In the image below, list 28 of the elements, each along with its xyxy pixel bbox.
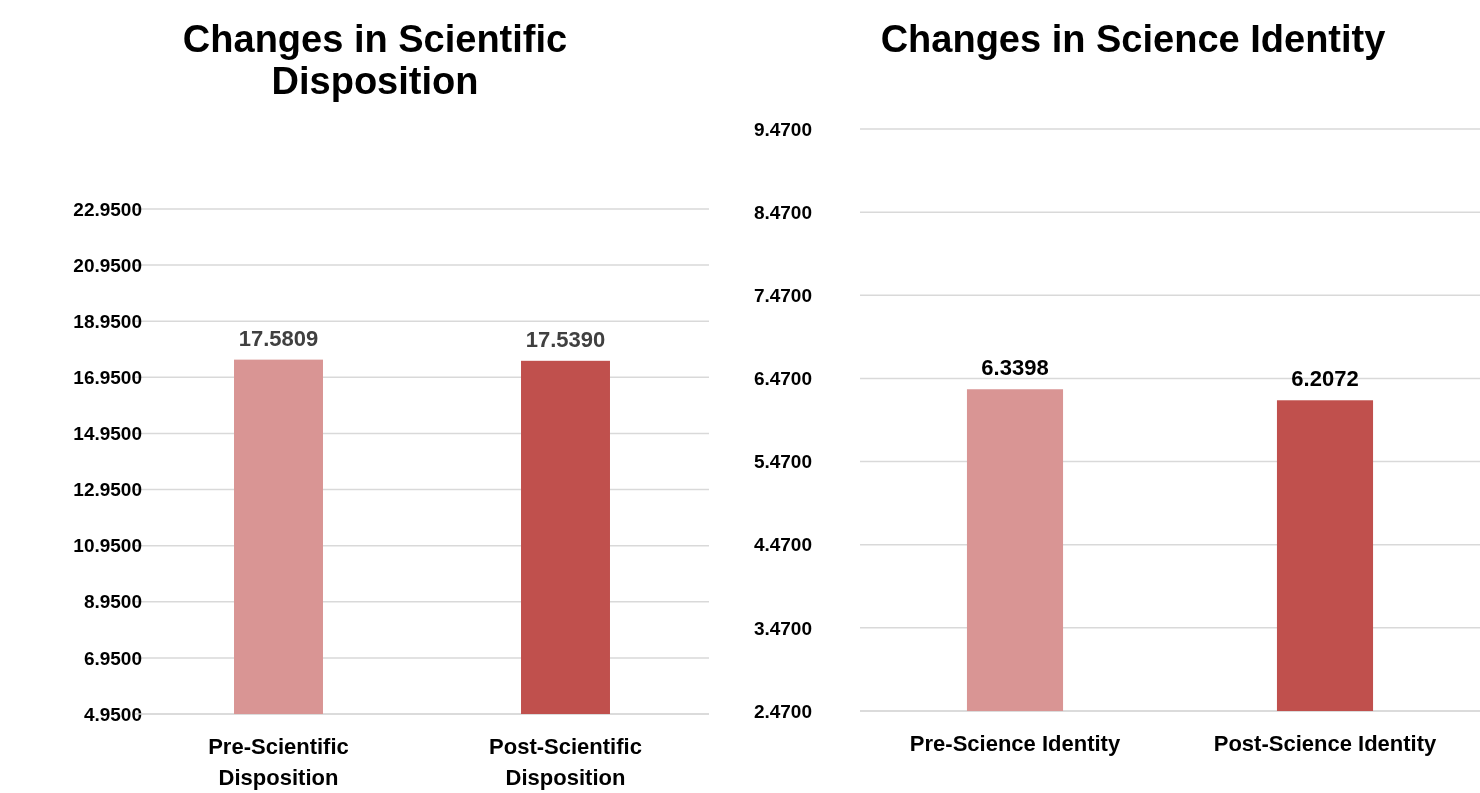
x-tick-label: Pre-Science Identity <box>909 731 1121 756</box>
chart-title: Changes in Scientific Disposition <box>182 18 568 102</box>
data-label: 17.5390 <box>525 326 606 352</box>
y-tick-label: 8.4700 <box>753 201 812 223</box>
y-tick-label: 6.4700 <box>753 368 812 390</box>
data-label: 6.2072 <box>1291 366 1359 392</box>
y-tick-label: 5.4700 <box>753 451 812 473</box>
y-tick-label: 7.4700 <box>753 284 812 306</box>
data-label: 6.3398 <box>981 355 1049 381</box>
chart-title: Changes in Science Identity <box>880 18 1386 60</box>
y-tick-label: 12.9500 <box>73 479 142 501</box>
y-tick-label: 18.9500 <box>73 310 142 332</box>
y-tick-label: 20.9500 <box>73 254 142 276</box>
y-tick-label: 10.9500 <box>73 535 142 557</box>
y-tick-label: 16.9500 <box>73 366 142 388</box>
x-tick-label: Post-Scientific Disposition <box>489 734 642 790</box>
y-tick-label: 4.9500 <box>83 703 142 725</box>
y-tick-label: 14.9500 <box>73 423 142 445</box>
y-tick-label: 9.4700 <box>753 118 812 140</box>
y-tick-label: 3.4700 <box>753 617 812 639</box>
y-tick-label: 2.4700 <box>753 700 812 722</box>
x-tick-label: Post-Science Identity <box>1213 731 1438 756</box>
y-tick-label: 6.9500 <box>83 647 142 669</box>
y-tick-label: 22.9500 <box>73 198 142 220</box>
y-tick-label: 4.4700 <box>753 534 812 556</box>
y-tick-label: 8.9500 <box>83 591 142 613</box>
x-tick-label: Pre-Scientific Disposition <box>208 734 349 790</box>
data-label: 17.5809 <box>238 325 319 351</box>
